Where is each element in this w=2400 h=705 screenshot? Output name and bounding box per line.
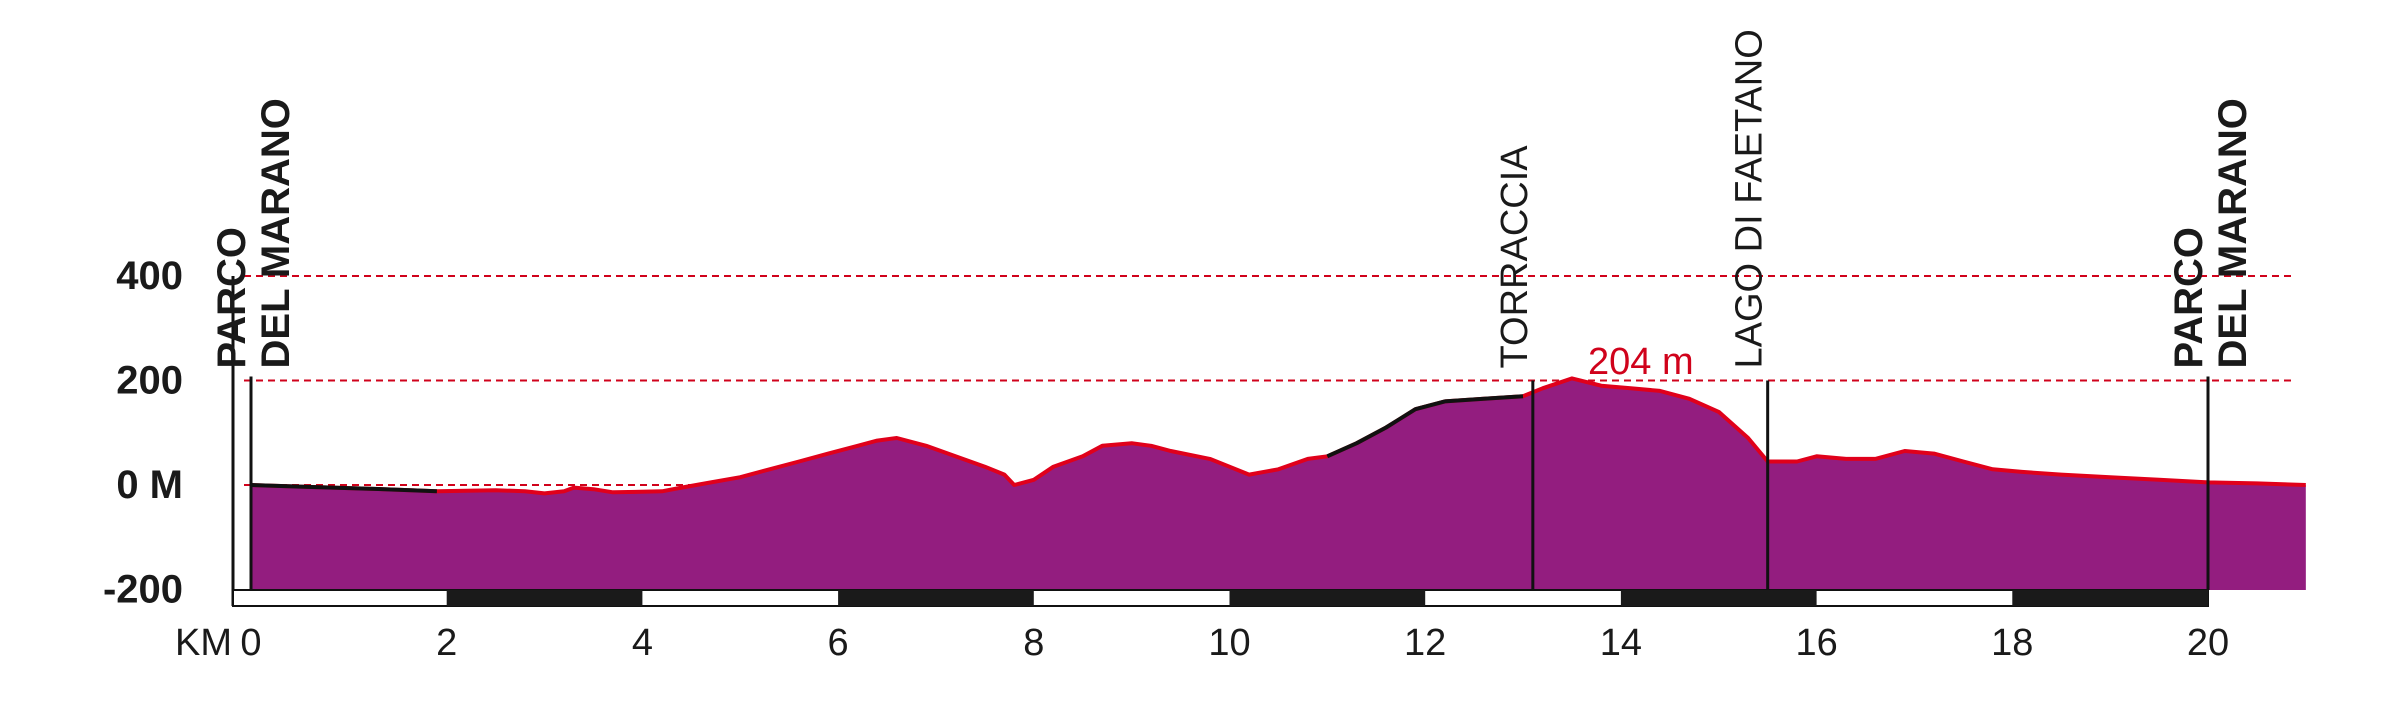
y-tick-labels: 400 200 0 M -200 (103, 254, 183, 612)
peak-elevation-label: 204 m (1588, 341, 1694, 383)
elevation-outline-black-0 (250, 483, 437, 494)
waypoint-label: LAGO DI FAETANO (1729, 29, 1771, 368)
km-bar-segment-1 (446, 590, 643, 606)
km-bar-segment-7 (1620, 590, 1817, 606)
y-tick-label: -200 (103, 568, 183, 612)
x-tick-label: 6 (828, 622, 849, 664)
x-tick-label: 20 (2187, 622, 2229, 664)
waypoint-label: DEL MARANO (254, 98, 298, 368)
y-tick-label: 0 M (116, 463, 183, 507)
x-tick-label: 8 (1023, 622, 1044, 664)
waypoint-label: PARCO (2167, 227, 2211, 368)
elevation-fill (251, 378, 2306, 590)
waypoint-label: TORRACCIA (1494, 145, 1536, 369)
km-bar-segment-3 (838, 590, 1034, 606)
elevation-outline (250, 376, 2306, 496)
reference-lines (244, 275, 2295, 486)
x-tick-label: 18 (1991, 622, 2033, 664)
x-tick-label: 14 (1600, 622, 1642, 664)
waypoints: PARCO DEL MARANO TORRACCIA LAGO DI FAETANO P… (210, 29, 2255, 590)
x-tick-labels: 0 2 4 6 8 10 12 14 16 18 20 (240, 622, 2229, 664)
x-tick-label: 10 (1208, 622, 1250, 664)
elevation-outline-black-1 (1326, 394, 1524, 459)
waypoint-label: DEL MARANO (2211, 98, 2255, 368)
axes (231, 276, 2209, 607)
profile-area (250, 376, 2306, 590)
x-tick-label: 2 (436, 622, 457, 664)
km-bar-segment-5 (1229, 590, 1426, 606)
x-tick-label: 0 (240, 622, 261, 664)
x-axis-unit-label: KM (175, 622, 232, 664)
x-tick-label: 4 (632, 622, 653, 664)
km-bar-segment-9 (2012, 590, 2208, 606)
y-tick-label: 200 (116, 359, 183, 403)
x-tick-label: 12 (1404, 622, 1446, 664)
waypoint-label: PARCO (210, 227, 254, 368)
y-tick-label: 400 (116, 254, 183, 298)
x-tick-label: 16 (1795, 622, 1837, 664)
